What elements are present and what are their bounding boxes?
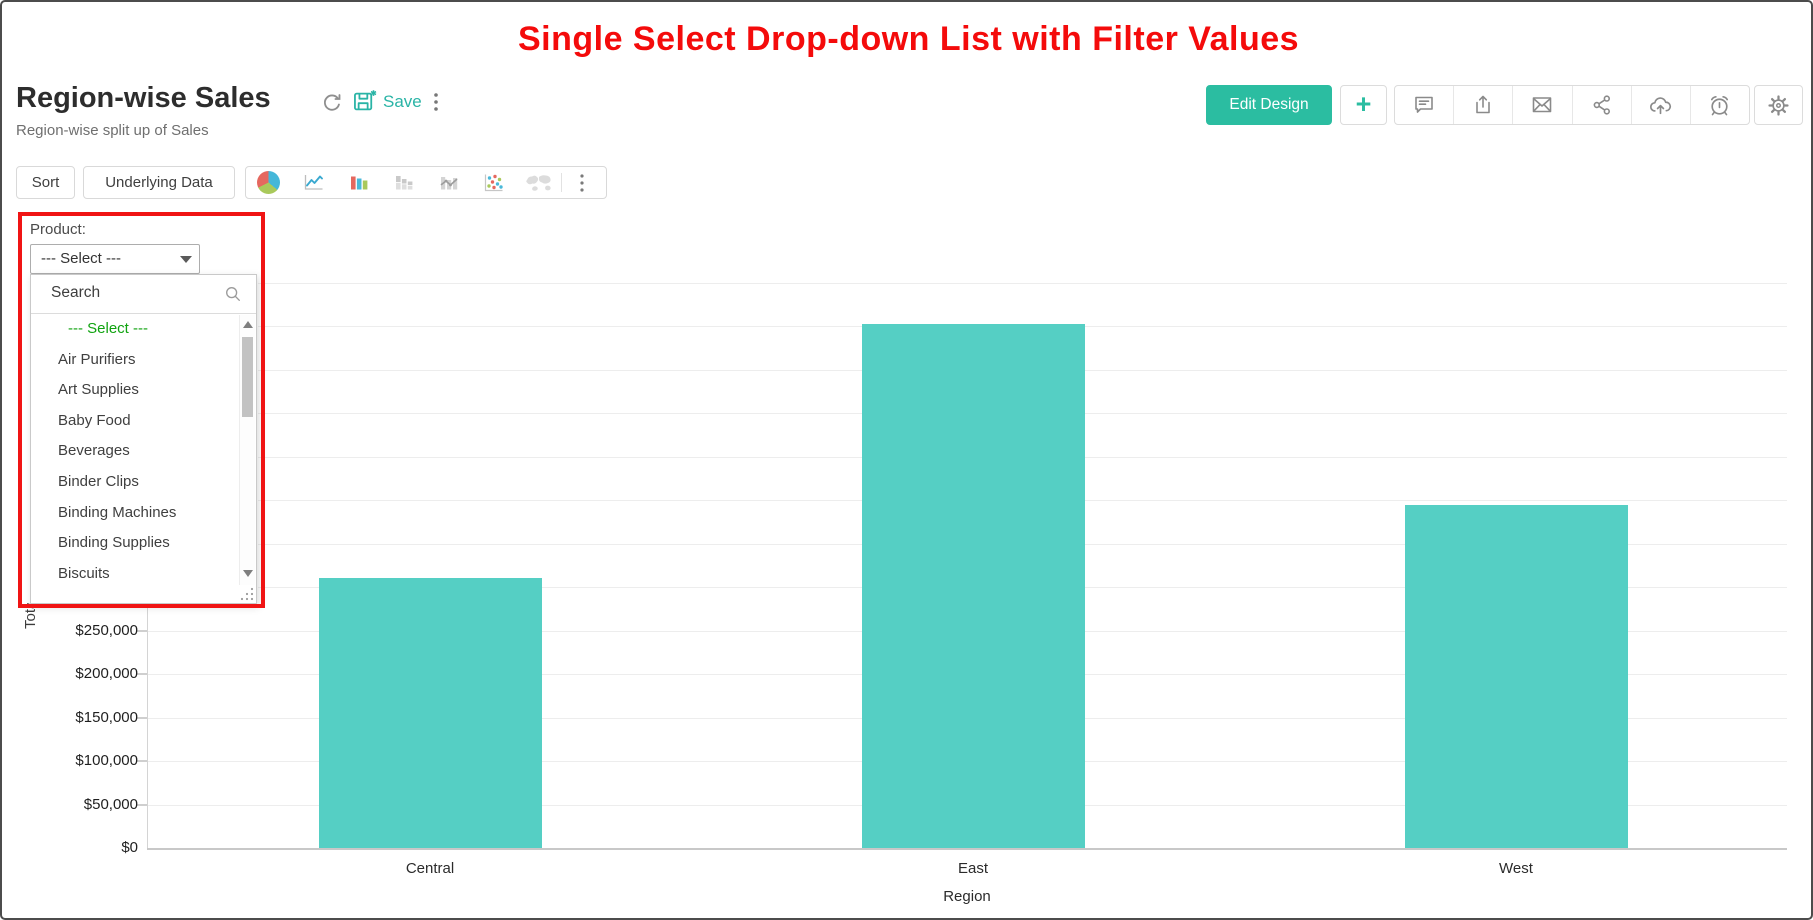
save-label: Save: [383, 91, 422, 111]
filter-option[interactable]: Art Supplies: [58, 381, 139, 399]
filter-option[interactable]: Binder Clips: [58, 472, 139, 490]
y-tick: [136, 760, 148, 762]
bar-central[interactable]: [318, 578, 542, 848]
search-icon: [224, 285, 242, 303]
dropdown-scrollbar[interactable]: [239, 315, 255, 585]
line-chart-icon: [301, 171, 327, 195]
chart-type-bar-button[interactable]: [336, 167, 381, 198]
gridline: [147, 848, 1787, 850]
x-tick-label: East: [957, 860, 988, 877]
add-button[interactable]: +: [1340, 85, 1387, 125]
page-subtitle: Region-wise split up of Sales: [16, 122, 209, 139]
y-tick-label: $250,000: [75, 621, 138, 639]
chart-type-stacked-bar-button[interactable]: [381, 167, 426, 198]
filter-option[interactable]: Biscuits: [58, 564, 110, 582]
page-title: Region-wise Sales: [16, 82, 271, 114]
settings-button[interactable]: [1754, 85, 1803, 125]
bar-west[interactable]: [1404, 505, 1628, 848]
scrollbar-thumb[interactable]: [242, 337, 253, 417]
refresh-icon: [319, 90, 345, 116]
filter-option[interactable]: Beverages: [58, 442, 130, 460]
combo-chart-icon: [436, 171, 462, 195]
share-icon: [1590, 93, 1614, 117]
product-select[interactable]: --- Select ---: [30, 244, 200, 274]
y-tick-label: $100,000: [75, 752, 138, 769]
bar-east[interactable]: [861, 324, 1085, 848]
mail-icon: [1530, 93, 1554, 117]
comment-icon: [1412, 93, 1436, 117]
y-tick-label: $50,000: [83, 795, 138, 813]
underlying-data-button[interactable]: Underlying Data: [83, 166, 235, 199]
annotation-heading: Single Select Drop-down List with Filter…: [517, 20, 1300, 58]
dropdown-search-row: [31, 275, 256, 314]
chart-type-switcher: [245, 166, 607, 199]
alarm-icon: [1707, 93, 1732, 118]
y-tick: [136, 803, 148, 806]
y-tick-label: $150,000: [75, 708, 138, 726]
scroll-down-icon[interactable]: [243, 570, 253, 577]
filter-option[interactable]: Binding Machines: [58, 503, 177, 521]
chart-type-map-button[interactable]: [516, 167, 561, 198]
filter-option[interactable]: --- Select ---: [68, 320, 148, 337]
stacked-bar-chart-icon: [391, 171, 417, 195]
map-chart-icon: [524, 171, 554, 195]
schedule-button[interactable]: [1689, 86, 1749, 124]
export-icon: [1471, 93, 1495, 117]
x-tick-label: West: [1499, 860, 1533, 877]
x-tick-label: Central: [405, 860, 455, 877]
chart-type-more-button[interactable]: [562, 167, 602, 198]
export-button[interactable]: [1453, 86, 1512, 124]
divider: [561, 173, 562, 192]
filter-label: Product:: [30, 221, 86, 238]
x-axis-title: Region: [943, 888, 991, 905]
y-tick-label: $0: [121, 839, 138, 856]
scatter-plot-icon: [481, 171, 507, 195]
filter-option[interactable]: Binding Supplies: [58, 534, 170, 552]
y-tick: [136, 629, 148, 632]
comments-button[interactable]: [1395, 86, 1453, 124]
filter-option[interactable]: Air Purifiers: [58, 350, 136, 368]
publish-button[interactable]: [1630, 86, 1690, 124]
more-vertical-icon: [574, 172, 590, 194]
sort-button[interactable]: Sort: [16, 166, 75, 199]
edit-design-button[interactable]: Edit Design: [1206, 85, 1332, 125]
y-tick-label: $200,000: [75, 665, 138, 682]
email-button[interactable]: [1512, 86, 1571, 124]
y-tick: [136, 673, 148, 675]
chevron-down-icon: [180, 256, 192, 263]
search-input[interactable]: [49, 275, 213, 311]
save-button[interactable]: Save: [351, 88, 422, 115]
chart-type-line-button[interactable]: [291, 167, 336, 198]
scroll-up-icon[interactable]: [243, 321, 253, 328]
share-button[interactable]: [1571, 86, 1631, 124]
filter-option[interactable]: Baby Food: [58, 411, 131, 429]
save-icon: [351, 88, 378, 115]
product-select-value: --- Select ---: [41, 250, 121, 267]
bar-chart-icon: [346, 171, 372, 195]
settings-icon: [1766, 93, 1791, 118]
pie-chart-icon: [257, 171, 280, 194]
action-button-group: [1394, 85, 1750, 125]
product-option-list: --- Select --- Air Purifiers Art Supplies B…: [31, 314, 240, 603]
chart-type-pie-button[interactable]: [246, 167, 291, 198]
product-dropdown-panel: --- Select --- Air Purifiers Art Supplies B…: [30, 274, 257, 604]
gridline: [147, 282, 1787, 284]
more-vertical-icon: [426, 90, 446, 114]
cloud-upload-icon: [1648, 93, 1673, 118]
chart-type-combo-button[interactable]: [426, 167, 471, 198]
y-tick: [136, 716, 148, 719]
refresh-button[interactable]: [319, 90, 345, 116]
plus-icon: +: [1355, 88, 1372, 119]
header-more-button[interactable]: [426, 90, 446, 114]
resize-grip-icon[interactable]: [240, 587, 254, 601]
chart-type-scatter-button[interactable]: [471, 167, 516, 198]
